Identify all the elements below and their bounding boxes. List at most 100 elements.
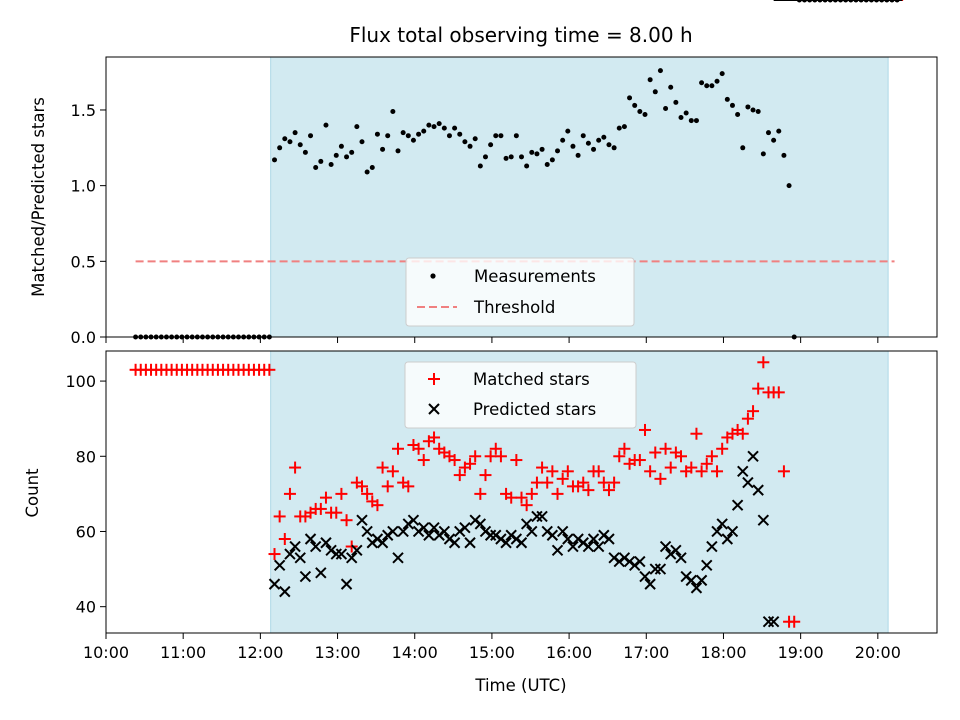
- predicted-star-point: [556, 525, 569, 538]
- matched-star-point: [355, 480, 368, 493]
- matched-star-point: [402, 480, 415, 493]
- matched-star-point: [711, 465, 724, 478]
- measurement-point: [688, 118, 694, 124]
- measurement-point: [704, 83, 710, 89]
- measurement-point: [344, 154, 350, 160]
- x-tick-label: 10:00: [83, 643, 129, 662]
- measurement-point: [652, 89, 658, 95]
- predicted-star-point: [747, 450, 759, 462]
- matched-star-point: [561, 465, 574, 478]
- predicted-star-point: [284, 548, 296, 560]
- bottom-plot-frame: [105, 350, 938, 634]
- matched-star-point: [541, 476, 554, 489]
- predicted-star-point: [448, 537, 461, 549]
- measurement-point: [570, 143, 576, 149]
- x-tick-label: 20:00: [855, 643, 901, 662]
- predicted-star-point: [592, 540, 605, 553]
- measurement-point: [493, 133, 499, 139]
- measurement-point: [539, 146, 545, 152]
- matched-star-point: [592, 465, 605, 478]
- measurement-point: [369, 164, 375, 170]
- y-tick-label: 80: [76, 447, 96, 466]
- measurement-point: [323, 122, 329, 128]
- measurement-point: [657, 68, 663, 74]
- x-tick-label: 13:00: [314, 643, 360, 662]
- measurement-point: [308, 133, 314, 139]
- measurement-point: [297, 142, 303, 148]
- measurement-point: [596, 137, 602, 143]
- measurement-point: [616, 125, 622, 131]
- matched-star-point: [484, 450, 497, 463]
- measurement-point: [611, 145, 617, 151]
- measurement-point: [735, 112, 741, 118]
- top-x-axis-ticks: [105, 337, 879, 343]
- top-y-axis-ticks: 0.0 0.5 1.0 1.5: [71, 101, 106, 347]
- x-tick-label: 12:00: [237, 643, 283, 662]
- measurement-point: [416, 131, 422, 137]
- measurement-point: [349, 149, 355, 155]
- predicted-star-point: [670, 544, 682, 556]
- predicted-star-point: [690, 582, 703, 594]
- predicted-star-point: [345, 552, 358, 564]
- measurement-point: [560, 137, 566, 143]
- measurement-point: [436, 121, 442, 127]
- measurement-point: [585, 140, 591, 146]
- matched-star-point: [474, 487, 487, 500]
- matched-star-point: [788, 615, 801, 628]
- matched-star-point: [314, 502, 327, 515]
- predicted-star-point: [304, 533, 317, 545]
- predicted-star-point: [659, 540, 672, 553]
- measurement-point: [272, 157, 278, 163]
- predicted-star-point: [315, 567, 327, 579]
- measurement-point: [318, 158, 324, 164]
- predicted-star-point: [742, 476, 754, 489]
- measurement-point: [410, 137, 416, 143]
- measurement-point: [467, 143, 473, 149]
- predicted-star-point: [752, 484, 764, 496]
- matched-star-point: [515, 491, 528, 504]
- measurement-point: [313, 164, 319, 170]
- measurement-point: [457, 131, 463, 137]
- measurement-point: [472, 136, 478, 142]
- predicted-star-point: [299, 570, 312, 583]
- predicted-star-point: [603, 533, 615, 545]
- matched-star-point: [741, 412, 754, 425]
- bottom-x-axis-ticks: 10:00 11:00 12:00 13:00 14:00 15:00 16:00 17:00…: [83, 633, 901, 662]
- measurement-point: [555, 148, 561, 154]
- measurement-point: [328, 161, 334, 167]
- predicted-star-point: [500, 537, 512, 549]
- measurement-point: [400, 130, 406, 136]
- matched-star-point: [268, 548, 281, 561]
- measurement-point: [642, 112, 648, 118]
- matched-star-point: [453, 469, 466, 482]
- measurement-point: [601, 134, 607, 140]
- measurement-point: [282, 136, 288, 142]
- matched-star-point: [675, 450, 688, 463]
- matched-star-point: [633, 454, 646, 467]
- predicted-star-point: [639, 570, 651, 583]
- measurement-point: [302, 149, 308, 155]
- predicted-star-point: [526, 525, 538, 538]
- predicted-star-point: [701, 559, 713, 572]
- matched-star-point: [608, 476, 621, 489]
- matched-star-point: [263, 363, 276, 376]
- predicted-stars-points: [268, 0, 903, 628]
- matched-star-point: [520, 499, 533, 512]
- matched-star-point: [551, 487, 564, 500]
- matched-star-point: [747, 405, 760, 418]
- top-legend: Measurements Threshold: [405, 257, 635, 327]
- predicted-star-point: [351, 544, 363, 556]
- matched-star-point: [340, 514, 353, 527]
- matched-star-point: [695, 465, 708, 478]
- y-tick-label: 40: [76, 598, 96, 617]
- predicted-star-point: [320, 537, 332, 549]
- matched-star-point: [505, 491, 518, 504]
- predicted-star-point: [587, 533, 600, 545]
- matched-star-point: [392, 442, 405, 455]
- matched-star-point: [469, 450, 482, 463]
- measurement-point: [333, 152, 339, 158]
- bottom-legend-box: [404, 361, 637, 429]
- predicted-star-point: [685, 574, 698, 587]
- measurement-point: [498, 133, 504, 139]
- predicted-star-point: [675, 552, 687, 564]
